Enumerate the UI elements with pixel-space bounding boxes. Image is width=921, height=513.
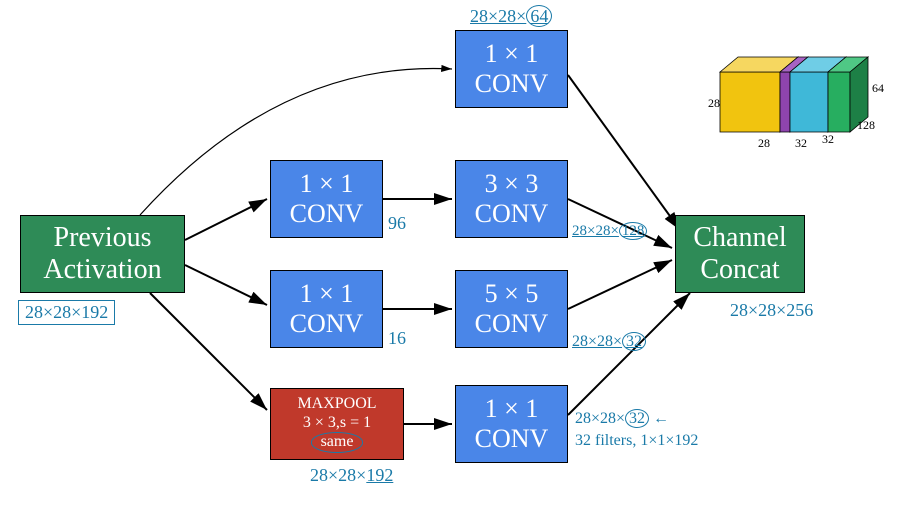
node-label: CONV <box>475 424 549 454</box>
node-label: CONV <box>290 309 364 339</box>
node-conv1x1-d: 1 × 1 CONV <box>455 385 568 463</box>
node-label: Concat <box>700 254 779 286</box>
edge <box>568 260 672 309</box>
node-maxpool: MAXPOOL 3 × 3,s = 1 same <box>270 388 404 460</box>
node-label: Previous <box>54 222 152 254</box>
annot-c-out: 16 <box>388 328 406 349</box>
node-label: 1 × 1 <box>485 394 539 424</box>
annot-conv5-dims: 28×28×32 <box>572 333 646 351</box>
node-label: 1 × 1 <box>300 279 354 309</box>
node-label: CONV <box>475 69 549 99</box>
edge <box>185 265 267 305</box>
cube-label: 28 <box>758 136 770 150</box>
node-conv3x3: 3 × 3 CONV <box>455 160 568 238</box>
node-label: CONV <box>290 199 364 229</box>
node-label: 5 × 5 <box>485 279 539 309</box>
node-channel-concat: Channel Concat <box>675 215 805 293</box>
annot-conv3-dims: 28×28×128 <box>572 223 647 240</box>
edge <box>568 75 680 230</box>
node-label: Channel <box>693 222 786 254</box>
node-conv1x1-top: 1 × 1 CONV <box>455 30 568 108</box>
cube-label: 32 <box>795 136 807 150</box>
node-label: Activation <box>43 254 161 286</box>
edge <box>568 293 690 415</box>
node-label: CONV <box>475 199 549 229</box>
annot-concat-dims: 28×28×256 <box>730 300 813 321</box>
node-label: same <box>311 432 364 452</box>
node-conv1x1-c: 1 × 1 CONV <box>270 270 383 348</box>
annot-b-out: 96 <box>388 213 406 234</box>
edge <box>185 199 267 240</box>
annot-prev-dims: 28×28×192 <box>18 300 115 325</box>
node-label: MAXPOOL <box>297 395 376 413</box>
node-conv5x5: 5 × 5 CONV <box>455 270 568 348</box>
node-conv1x1-b: 1 × 1 CONV <box>270 160 383 238</box>
node-label: 1 × 1 <box>485 39 539 69</box>
cube-label: 28 <box>708 96 720 110</box>
node-label: 3 × 3,s = 1 <box>303 414 371 432</box>
annot-top-dims: 28×28×64 <box>470 6 552 27</box>
cube-label: 128 <box>857 118 875 132</box>
annot-conv1d-note: 32 filters, 1×1×192 <box>575 432 698 450</box>
node-label: 3 × 3 <box>485 169 539 199</box>
tensor-cube: 28 28 32 32 128 64 <box>700 22 910 162</box>
node-previous-activation: Previous Activation <box>20 215 185 293</box>
annot-conv1d-dims: 28×28×32 ← <box>575 410 669 428</box>
edge <box>150 293 267 410</box>
node-label: CONV <box>475 309 549 339</box>
node-label: 1 × 1 <box>300 169 354 199</box>
annot-maxpool-dims: 28×28×192 <box>310 465 393 486</box>
cube-label: 32 <box>822 132 834 146</box>
cube-label: 64 <box>872 81 884 95</box>
